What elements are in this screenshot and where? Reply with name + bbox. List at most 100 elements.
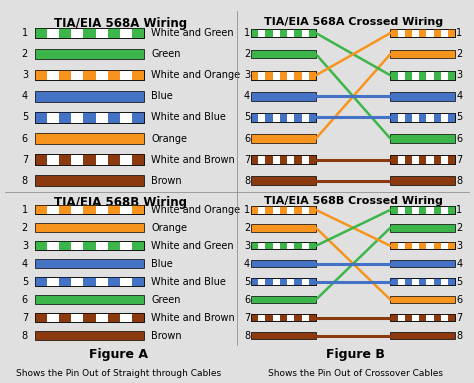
Bar [35, 277, 144, 286]
Bar [448, 155, 456, 164]
Bar [280, 29, 287, 38]
Bar [390, 177, 456, 185]
Bar [405, 113, 412, 122]
Text: Blue: Blue [151, 259, 173, 269]
Bar [419, 278, 427, 285]
Text: 6: 6 [244, 134, 250, 144]
Bar [59, 70, 71, 80]
Text: 4: 4 [22, 92, 28, 101]
Bar [132, 205, 144, 214]
Text: White and Green: White and Green [151, 241, 234, 251]
Bar [83, 154, 96, 165]
Bar [251, 71, 316, 80]
Bar [251, 29, 316, 38]
Text: 7: 7 [456, 313, 462, 322]
Bar [132, 154, 144, 165]
Text: TIA/EIA 568B Wiring: TIA/EIA 568B Wiring [55, 196, 187, 209]
Bar [35, 112, 47, 123]
Bar [59, 28, 71, 38]
Bar [309, 278, 316, 285]
Bar [265, 206, 273, 214]
Text: 8: 8 [22, 176, 28, 186]
Bar [390, 278, 456, 285]
Bar [405, 71, 412, 80]
Bar [251, 314, 316, 321]
Bar [108, 313, 120, 322]
Bar [83, 70, 96, 80]
Bar [419, 206, 427, 214]
Bar [251, 224, 316, 231]
Text: 4: 4 [456, 259, 462, 269]
Text: 4: 4 [456, 92, 462, 101]
Bar [280, 206, 287, 214]
Bar [419, 71, 427, 80]
Bar [405, 206, 412, 214]
Text: Figure A: Figure A [89, 348, 148, 361]
Bar [265, 242, 273, 249]
Bar [83, 28, 96, 38]
Bar [35, 313, 144, 322]
Text: White and Green: White and Green [151, 28, 234, 38]
Text: 4: 4 [244, 259, 250, 269]
Text: 3: 3 [456, 70, 462, 80]
Bar [448, 113, 456, 122]
Text: Green: Green [151, 49, 181, 59]
Text: 5: 5 [244, 113, 250, 123]
Text: 6: 6 [456, 134, 462, 144]
Bar [390, 113, 456, 122]
Bar [132, 70, 144, 80]
Text: 8: 8 [244, 331, 250, 340]
Text: 3: 3 [244, 70, 250, 80]
Bar [108, 241, 120, 250]
Bar [108, 70, 120, 80]
Bar [390, 71, 398, 80]
Bar [280, 113, 287, 122]
Bar [390, 155, 398, 164]
Bar [251, 314, 258, 321]
Text: Blue: Blue [151, 92, 173, 101]
Bar [434, 206, 441, 214]
Bar [35, 295, 144, 304]
Bar [132, 28, 144, 38]
Bar [59, 277, 71, 286]
Bar [35, 313, 47, 322]
Bar [434, 113, 441, 122]
Text: 5: 5 [244, 277, 250, 286]
Bar [294, 278, 301, 285]
Bar [309, 206, 316, 214]
Bar [390, 332, 456, 339]
Bar [265, 29, 273, 38]
Bar [251, 29, 316, 38]
Bar [251, 113, 316, 122]
Bar [448, 206, 456, 214]
Bar [448, 29, 456, 38]
Text: 7: 7 [244, 155, 250, 165]
Text: 3: 3 [244, 241, 250, 251]
Bar [132, 112, 144, 123]
Bar [294, 71, 301, 80]
Bar [434, 71, 441, 80]
Bar [35, 175, 144, 186]
Bar [405, 29, 412, 38]
Bar [35, 112, 144, 123]
Bar [35, 112, 144, 123]
Bar [390, 260, 456, 267]
Bar [390, 155, 456, 164]
Bar [35, 223, 144, 232]
Bar [83, 241, 96, 250]
Bar [108, 277, 120, 286]
Bar [35, 28, 47, 38]
Text: 3: 3 [456, 241, 462, 251]
Text: Brown: Brown [151, 331, 182, 340]
Bar [434, 155, 441, 164]
Bar [35, 154, 144, 165]
Text: 7: 7 [22, 155, 28, 165]
Bar [390, 206, 398, 214]
Text: White and Brown: White and Brown [151, 155, 235, 165]
Bar [35, 49, 144, 59]
Bar [108, 205, 120, 214]
Text: 7: 7 [22, 313, 28, 322]
Bar [35, 133, 144, 144]
Bar [390, 92, 456, 101]
Text: 8: 8 [244, 176, 250, 186]
